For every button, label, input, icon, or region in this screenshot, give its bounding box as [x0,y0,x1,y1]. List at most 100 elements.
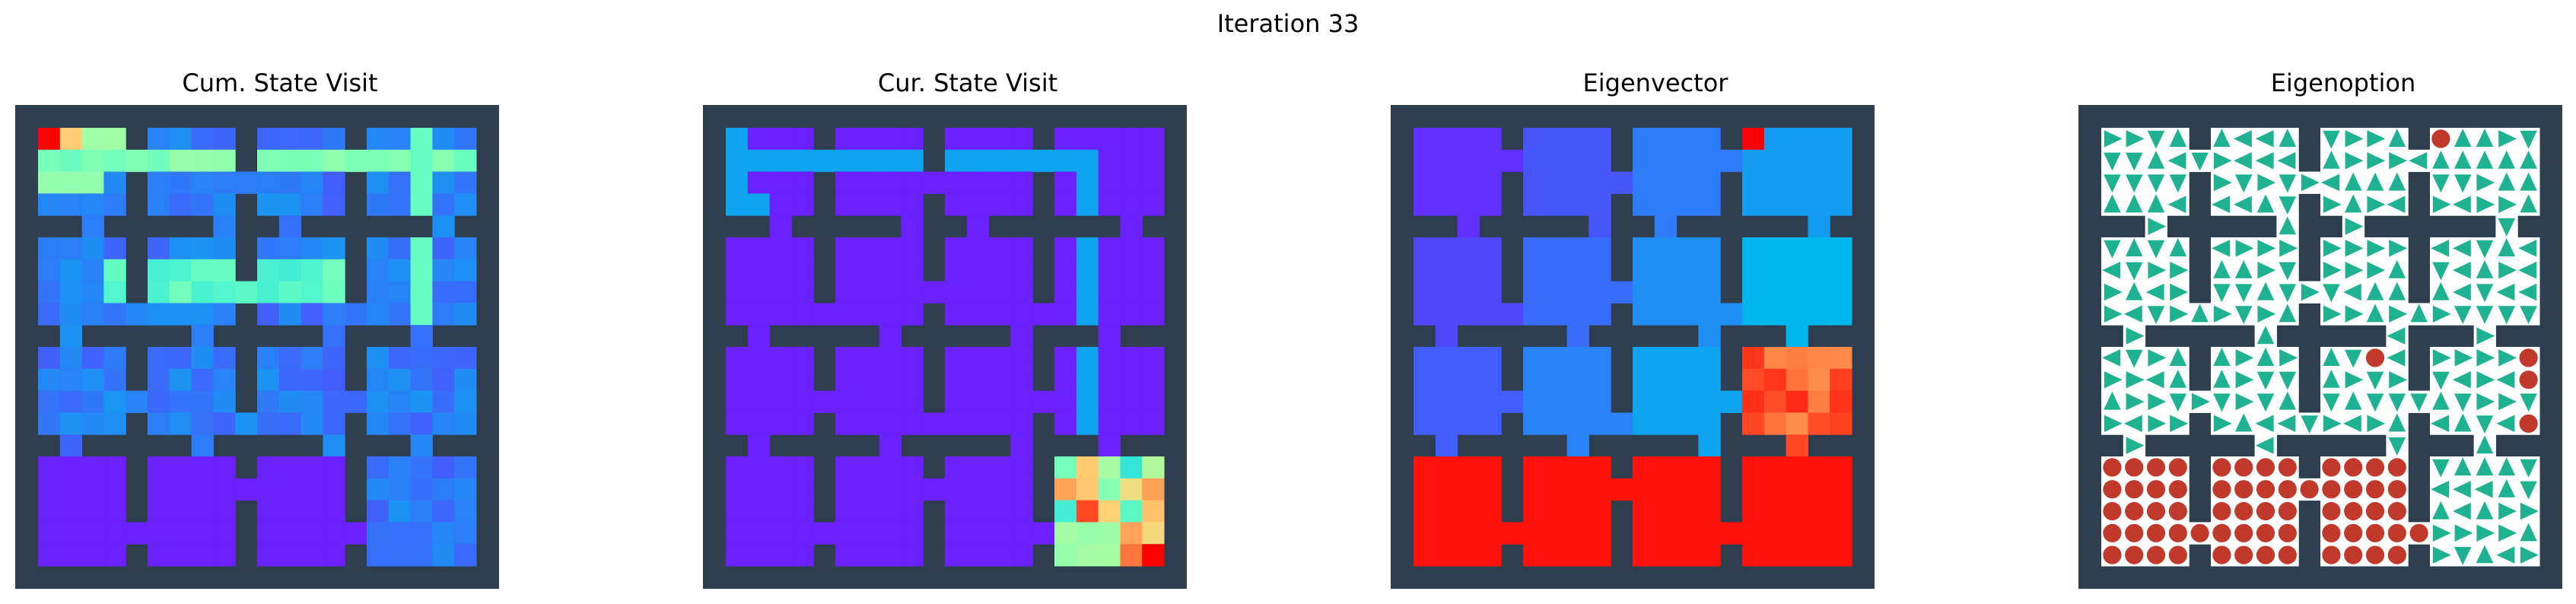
heatmap-cell [1763,368,1787,392]
heatmap-cell [1435,347,1458,370]
action-arrow-icon [2476,284,2494,303]
heatmap-cell [1633,478,1655,501]
action-arrow-icon [2147,194,2165,213]
heatmap-cell [388,368,412,392]
heatmap-cell [901,368,924,392]
heatmap-cell [835,128,858,151]
heatmap-cell [1054,259,1077,282]
heatmap-cell [769,128,792,151]
heatmap-cell [1076,281,1099,304]
heatmap-cell [191,347,214,370]
action-arrow-icon [2452,502,2471,520]
heatmap-cell [945,303,968,326]
heatmap-cell [169,259,192,282]
heatmap-cell [235,171,258,194]
heatmap-cell [988,478,1011,501]
heatmap-cell [1763,500,1787,523]
heatmap-cell [1010,434,1033,457]
terminal-state-dot [2300,480,2319,499]
heatmap-cell [1414,128,1436,151]
action-arrow-icon [2256,281,2275,300]
heatmap-cell [213,390,236,413]
heatmap-cell [345,390,367,413]
heatmap-cell [1544,237,1568,260]
heatmap-cell [1010,281,1033,304]
heatmap-cell [323,193,345,216]
heatmap-cell [1808,478,1830,501]
heatmap-cell [1501,522,1524,545]
heatmap-cell [81,368,104,392]
heatmap-cell [278,456,302,479]
action-arrow-icon [2367,151,2386,170]
heatmap-cell [81,303,104,326]
heatmap-cell [59,522,83,545]
terminal-state-dot [2344,501,2363,521]
heatmap-cell [103,368,126,392]
terminal-state-dot [2234,523,2253,542]
heatmap-cell [747,281,771,304]
heatmap-cell [857,478,880,501]
heatmap-cell [1698,347,1721,370]
action-arrow-icon [2279,216,2297,235]
action-arrow-icon [2520,481,2537,500]
action-arrow-icon [2498,393,2517,411]
heatmap-cell [835,390,858,413]
heatmap-cell [454,500,477,523]
heatmap-cell [1054,128,1077,151]
heatmap-cell [769,281,792,304]
heatmap-cell [38,412,61,435]
terminal-state-dot [2168,501,2187,521]
heatmap-cell [213,237,236,260]
heatmap-cell [410,237,433,260]
heatmap-cell [38,259,61,282]
heatmap-cell [257,368,280,392]
action-arrow-icon [2388,281,2406,300]
heatmap-cell [1654,303,1678,326]
heatmap-cell [103,544,126,567]
action-arrow-icon [2235,370,2254,389]
terminal-state-dot [2278,458,2297,477]
heatmap-cell [835,347,858,370]
heatmap-cell [966,347,990,370]
heatmap-cell [59,128,83,151]
heatmap-cell [966,149,990,173]
heatmap-cell [388,259,412,282]
heatmap-cell [432,522,455,545]
action-arrow-icon [2257,261,2276,279]
heatmap-cell [1479,347,1502,370]
heatmap-cell [410,390,433,413]
heatmap-cell [726,347,749,370]
heatmap-cell [103,193,126,216]
heatmap-cell [1830,128,1852,151]
heatmap-cell [1544,193,1568,216]
heatmap-cell [966,303,990,326]
heatmap-cell [747,303,771,326]
heatmap-cell [323,522,345,545]
heatmap-cell [169,281,192,304]
action-arrow-icon [2126,370,2145,389]
heatmap-cell [945,128,968,151]
heatmap-cell [1523,303,1546,326]
action-arrow-icon [2279,391,2297,410]
heatmap-cell [1544,390,1568,413]
terminal-state-dot [2103,458,2122,477]
heatmap-cell [1698,303,1721,326]
heatmap-cell [1786,412,1808,435]
heatmap-cell [388,522,412,545]
heatmap-cell [1566,303,1589,326]
heatmap-cell [1830,390,1852,413]
heatmap-cell [169,368,192,392]
heatmap-cell [1830,456,1852,479]
heatmap-cell [38,303,61,326]
heatmap-cell [388,303,412,326]
heatmap-cell [191,434,214,457]
heatmap-cell [103,347,126,370]
heatmap-cell [1414,237,1436,260]
heatmap-cell [148,171,170,194]
terminal-state-dot [2146,501,2166,521]
heatmap-cell [879,478,902,501]
action-arrow-icon [2235,349,2254,367]
heatmap-cell [747,237,771,260]
heatmap-cell [1076,544,1099,567]
heatmap-cell [1142,171,1165,194]
